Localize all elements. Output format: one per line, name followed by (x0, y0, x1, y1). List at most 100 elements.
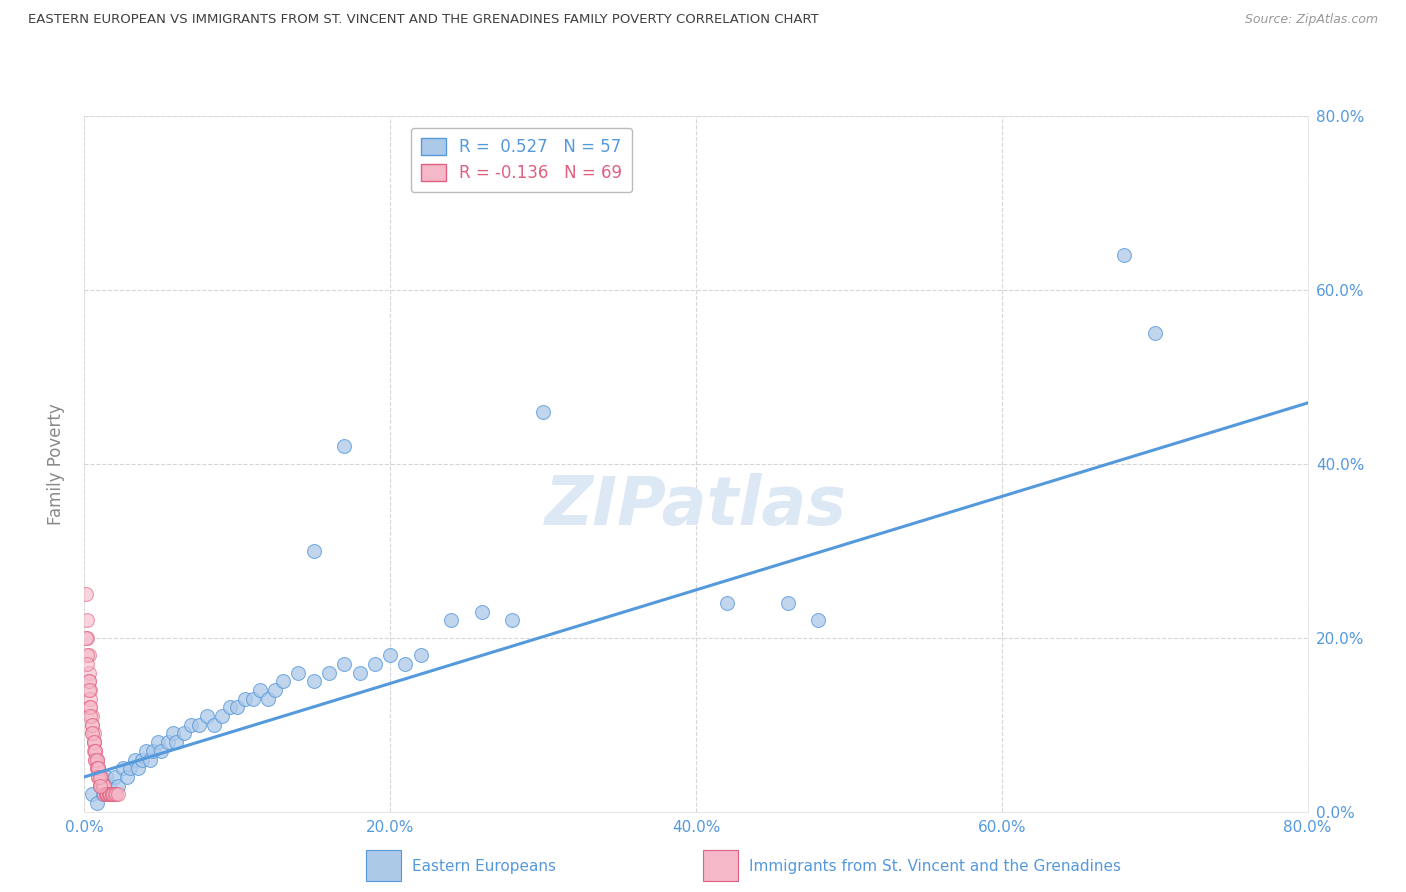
Point (80, 788, 103, 801)
Point (84, 744, 107, 758)
Point (302, 543, 325, 558)
Point (77, 665, 100, 680)
Point (271, 674, 294, 689)
Point (80, 726, 103, 740)
Point (135, 744, 157, 758)
Point (124, 753, 146, 767)
Point (394, 657, 416, 671)
Point (89, 770, 111, 784)
Point (101, 788, 124, 801)
Point (287, 665, 309, 680)
Point (257, 691, 280, 706)
Point (89, 770, 111, 784)
Point (807, 614, 830, 628)
Point (233, 691, 256, 706)
Point (440, 614, 463, 628)
Point (101, 788, 124, 801)
Point (380, 648, 402, 662)
Point (86, 796, 108, 810)
Point (104, 788, 127, 801)
Point (89, 770, 111, 784)
Point (83, 735, 105, 749)
Point (97, 788, 120, 801)
Point (1143, 326, 1166, 341)
Point (107, 788, 129, 801)
Point (89, 779, 111, 793)
Point (157, 735, 180, 749)
Point (94, 788, 117, 801)
Point (83, 735, 105, 749)
Point (76, 631, 98, 645)
Point (80, 709, 103, 723)
Point (502, 614, 524, 628)
Point (76, 648, 98, 662)
Point (86, 753, 108, 767)
Point (97, 779, 120, 793)
Point (76, 657, 98, 671)
Point (195, 709, 218, 723)
Point (98, 788, 121, 801)
Point (333, 440, 356, 454)
Point (242, 691, 264, 706)
Point (75, 631, 97, 645)
Point (188, 717, 211, 731)
Point (94, 788, 117, 801)
Point (83, 735, 105, 749)
Legend: R =  0.527   N = 57, R = -0.136   N = 69: R = 0.527 N = 57, R = -0.136 N = 69 (411, 128, 633, 193)
Point (91, 779, 114, 793)
Point (91, 788, 114, 801)
Point (120, 761, 142, 775)
Point (104, 770, 127, 784)
Point (409, 648, 432, 662)
Point (93, 779, 115, 793)
Point (115, 770, 138, 784)
Point (211, 709, 233, 723)
Text: Immigrants from St. Vincent and the Grenadines: Immigrants from St. Vincent and the Gren… (749, 859, 1122, 873)
Point (87, 770, 110, 784)
Point (86, 761, 108, 775)
Point (90, 779, 112, 793)
Point (84, 744, 107, 758)
Point (90, 779, 112, 793)
Point (101, 788, 124, 801)
Point (83, 744, 105, 758)
Point (86, 753, 108, 767)
Point (83, 726, 105, 740)
Point (218, 700, 240, 714)
Point (96, 788, 118, 801)
Point (97, 788, 120, 801)
Point (80, 717, 103, 731)
Point (111, 761, 134, 775)
Point (146, 735, 169, 749)
Y-axis label: Family Poverty: Family Poverty (46, 403, 65, 524)
Point (105, 788, 128, 801)
Point (86, 761, 108, 775)
Point (180, 717, 202, 731)
Point (75, 587, 97, 601)
Point (76, 614, 98, 628)
Point (84, 753, 107, 767)
Point (364, 657, 387, 671)
Text: Eastern Europeans: Eastern Europeans (412, 859, 555, 873)
Point (302, 674, 325, 689)
Point (87, 770, 110, 784)
Point (333, 657, 356, 671)
Point (776, 596, 799, 610)
Point (716, 596, 738, 610)
Point (77, 674, 100, 689)
Point (79, 700, 101, 714)
Text: Source: ZipAtlas.com: Source: ZipAtlas.com (1244, 13, 1378, 27)
Point (96, 788, 118, 801)
Point (93, 788, 115, 801)
Point (77, 683, 100, 698)
Point (77, 674, 100, 689)
Point (142, 744, 165, 758)
Point (471, 605, 494, 619)
Point (98, 788, 121, 801)
Point (80, 717, 103, 731)
Point (77, 648, 100, 662)
Point (79, 709, 101, 723)
Point (80, 726, 103, 740)
Point (87, 761, 110, 775)
Point (165, 735, 187, 749)
